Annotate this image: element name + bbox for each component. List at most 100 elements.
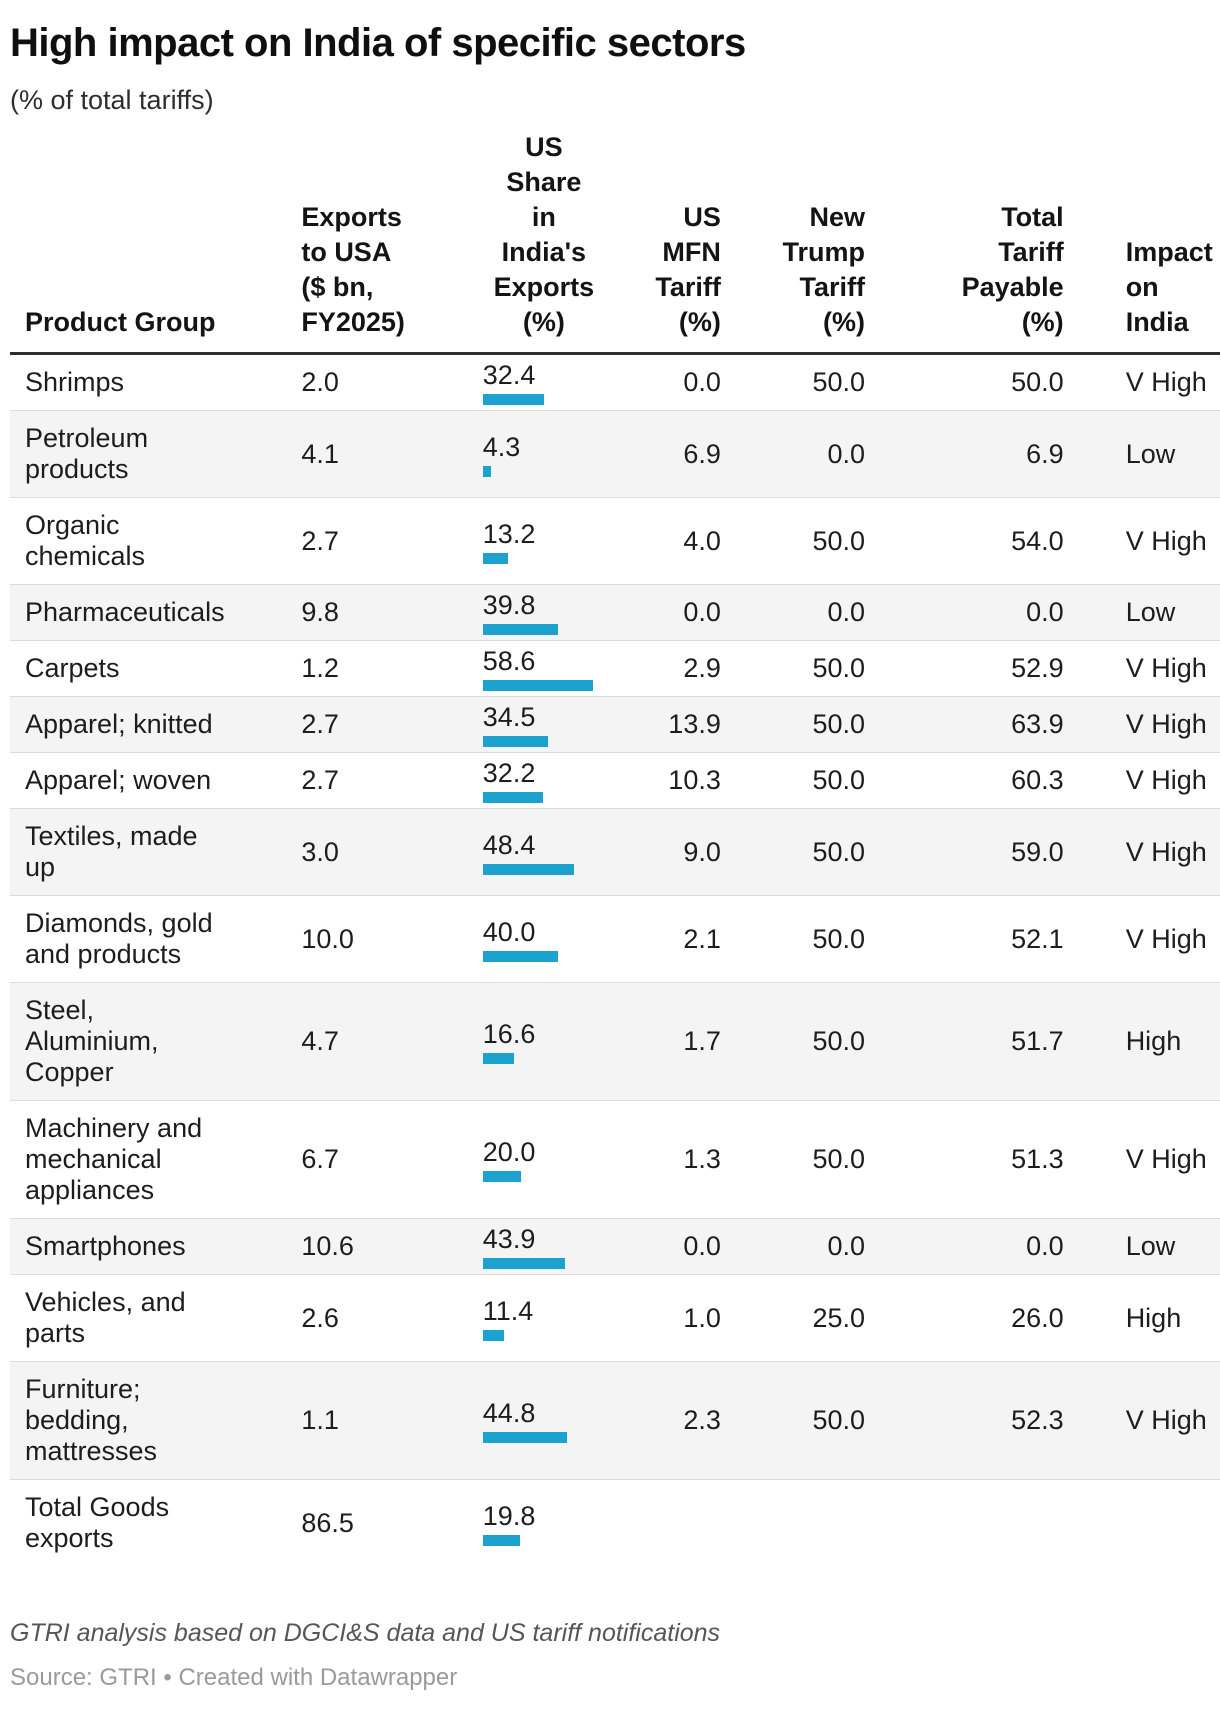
cell-impact: V High bbox=[1063, 640, 1220, 697]
table-row: Pharmaceuticals 9.8 39.8 0.0 0.0 0.0 Low bbox=[10, 584, 1220, 641]
us-share-value: 20.0 bbox=[482, 1137, 536, 1167]
col-header-product: Product Group bbox=[10, 130, 293, 355]
cell-mfn: 1.7 bbox=[604, 982, 721, 1101]
cell-exports: 2.7 bbox=[292, 497, 469, 585]
cell-mfn: 1.0 bbox=[604, 1274, 721, 1362]
cell-product: Total Goods exports bbox=[10, 1479, 293, 1566]
cell-trump: 50.0 bbox=[720, 353, 866, 411]
cell-mfn: 0.0 bbox=[604, 1218, 721, 1275]
cell-impact bbox=[1063, 1479, 1220, 1566]
us-share-bar bbox=[482, 552, 508, 564]
cell-total: 52.3 bbox=[865, 1361, 1064, 1480]
cell-trump bbox=[720, 1479, 866, 1566]
cell-exports: 4.7 bbox=[292, 982, 469, 1101]
table-row: Machinery and mechanical appliances 6.7 20… bbox=[10, 1100, 1220, 1219]
us-share-value: 58.6 bbox=[482, 646, 536, 676]
cell-trump: 50.0 bbox=[720, 895, 866, 983]
us-share-value: 43.9 bbox=[482, 1224, 536, 1254]
us-share-value: 48.4 bbox=[482, 829, 536, 860]
cell-total: 52.1 bbox=[865, 895, 1064, 983]
cell-total: 52.9 bbox=[865, 640, 1064, 697]
cell-us_share: 39.8 bbox=[468, 584, 605, 641]
cell-us_share: 32.4 bbox=[468, 353, 605, 411]
cell-mfn bbox=[604, 1479, 721, 1566]
cell-exports: 86.5 bbox=[292, 1479, 469, 1566]
cell-total: 63.9 bbox=[865, 696, 1064, 753]
table-row: Vehicles, and parts 2.6 11.4 1.0 25.0 26.0 Hig… bbox=[10, 1274, 1220, 1362]
cell-product: Pharmaceuticals bbox=[10, 584, 293, 641]
cell-total: 51.3 bbox=[865, 1100, 1064, 1219]
cell-us_share: 48.4 bbox=[468, 808, 605, 896]
cell-us_share: 11.4 bbox=[468, 1274, 605, 1362]
col-header-impact: Impact on India bbox=[1063, 130, 1220, 355]
cell-impact: V High bbox=[1063, 696, 1220, 753]
us-share-bar bbox=[482, 1432, 567, 1443]
table-row: Diamonds, gold and products 10.0 40.0 2.1 50… bbox=[10, 895, 1220, 983]
cell-product: Furniture; bedding, mattresses bbox=[10, 1361, 293, 1480]
cell-total: 50.0 bbox=[865, 353, 1064, 411]
cell-impact: Low bbox=[1063, 410, 1220, 498]
cell-trump: 25.0 bbox=[720, 1274, 866, 1362]
table-row: Petroleum products 4.1 4.3 6.9 0.0 6.9 Low bbox=[10, 410, 1220, 498]
us-share-bar bbox=[482, 465, 491, 477]
us-share-value: 19.8 bbox=[482, 1500, 536, 1531]
cell-impact: High bbox=[1063, 982, 1220, 1101]
cell-trump: 0.0 bbox=[720, 1218, 866, 1275]
cell-exports: 10.6 bbox=[292, 1218, 469, 1275]
cell-product: Apparel; woven bbox=[10, 752, 293, 809]
us-share-bar bbox=[482, 736, 548, 747]
us-share-value: 32.2 bbox=[482, 758, 536, 788]
cell-impact: V High bbox=[1063, 808, 1220, 896]
table-row: Apparel; woven 2.7 32.2 10.3 50.0 60.3 V High bbox=[10, 752, 1220, 809]
table-header-row: Product Group Exports to USA ($ bn, FY202… bbox=[10, 130, 1220, 355]
cell-mfn: 2.3 bbox=[604, 1361, 721, 1480]
cell-mfn: 10.3 bbox=[604, 752, 721, 809]
cell-us_share: 20.0 bbox=[468, 1100, 605, 1219]
table-footnote: GTRI analysis based on DGCI&S data and U… bbox=[10, 1619, 721, 1647]
us-share-value: 16.6 bbox=[482, 1019, 536, 1049]
cell-exports: 2.7 bbox=[292, 696, 469, 753]
us-share-value: 44.8 bbox=[482, 1398, 536, 1428]
col-header-total: Total Tariff Payable (%) bbox=[865, 130, 1064, 355]
cell-mfn: 2.9 bbox=[604, 640, 721, 697]
cell-total: 54.0 bbox=[865, 497, 1064, 585]
cell-mfn: 6.9 bbox=[604, 410, 721, 498]
us-share-value: 11.4 bbox=[482, 1295, 534, 1326]
us-share-bar bbox=[482, 1329, 504, 1341]
cell-impact: V High bbox=[1063, 1100, 1220, 1219]
us-share-value: 4.3 bbox=[482, 431, 521, 462]
cell-exports: 6.7 bbox=[292, 1100, 469, 1219]
table-row: Organic chemicals 2.7 13.2 4.0 50.0 54.0 V Hig… bbox=[10, 497, 1220, 585]
cell-exports: 2.0 bbox=[292, 353, 469, 411]
cell-product: Petroleum products bbox=[10, 410, 293, 498]
us-share-value: 32.4 bbox=[482, 360, 536, 390]
chart-subtitle: (% of total tariffs) bbox=[10, 85, 214, 115]
us-share-bar bbox=[482, 624, 558, 635]
cell-product: Shrimps bbox=[10, 353, 293, 411]
cell-mfn: 2.1 bbox=[604, 895, 721, 983]
cell-mfn: 0.0 bbox=[604, 353, 721, 411]
cell-impact: Low bbox=[1063, 584, 1220, 641]
cell-impact: High bbox=[1063, 1274, 1220, 1362]
us-share-value: 39.8 bbox=[482, 590, 536, 620]
cell-us_share: 44.8 bbox=[468, 1361, 605, 1480]
col-header-exports: Exports to USA ($ bn, FY2025) bbox=[292, 130, 469, 355]
us-share-bar bbox=[482, 863, 574, 875]
cell-exports: 4.1 bbox=[292, 410, 469, 498]
us-share-bar bbox=[482, 680, 593, 691]
cell-product: Smartphones bbox=[10, 1218, 293, 1275]
cell-exports: 10.0 bbox=[292, 895, 469, 983]
cell-total: 59.0 bbox=[865, 808, 1064, 896]
cell-us_share: 32.2 bbox=[468, 752, 605, 809]
cell-us_share: 43.9 bbox=[468, 1218, 605, 1275]
us-share-bar bbox=[482, 950, 558, 962]
table-row: Carpets 1.2 58.6 2.9 50.0 52.9 V High bbox=[10, 640, 1220, 697]
cell-us_share: 4.3 bbox=[468, 410, 605, 498]
cell-trump: 50.0 bbox=[720, 752, 866, 809]
cell-exports: 1.1 bbox=[292, 1361, 469, 1480]
cell-total: 0.0 bbox=[865, 1218, 1064, 1275]
us-share-bar bbox=[482, 1534, 520, 1546]
cell-trump: 0.0 bbox=[720, 410, 866, 498]
cell-mfn: 0.0 bbox=[604, 584, 721, 641]
cell-total: 26.0 bbox=[865, 1274, 1064, 1362]
